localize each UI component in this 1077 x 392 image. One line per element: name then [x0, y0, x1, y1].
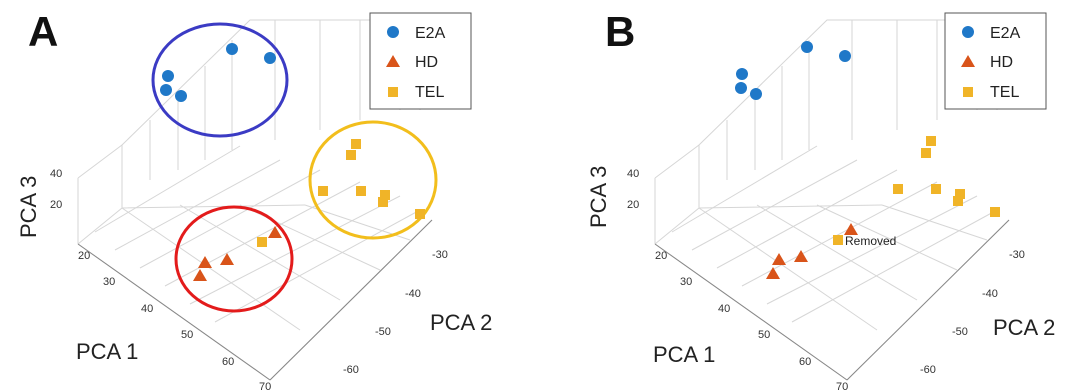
point-tel — [990, 207, 1000, 217]
point-e2a — [226, 43, 238, 55]
y-tick: -50 — [375, 326, 391, 338]
panel-b-legend: E2A HD TEL — [944, 12, 1047, 110]
z-tick: 20 — [627, 199, 639, 211]
panel-b-ticks: 40 20 20 30 40 50 60 70 -30 -40 -50 -60 — [627, 168, 1025, 392]
panel-b-grid — [654, 19, 1010, 381]
legend-label: TEL — [990, 84, 1019, 101]
panel-b: Removed 40 20 20 30 40 50 60 70 -30 -40 … — [586, 8, 1055, 392]
x-axis-label: PCA 1 — [76, 339, 138, 364]
point-tel — [257, 237, 267, 247]
legend-marker-hd — [386, 55, 400, 67]
x-tick: 40 — [141, 303, 153, 315]
point-e2a — [736, 68, 748, 80]
point-hd — [794, 250, 808, 262]
x-tick: 30 — [103, 276, 115, 288]
y-tick: -30 — [432, 249, 448, 261]
removed-annotation: Removed — [845, 234, 896, 248]
y-axis-label: PCA 2 — [430, 310, 492, 335]
x-tick: 60 — [799, 356, 811, 368]
point-tel — [415, 209, 425, 219]
z-tick: 20 — [50, 199, 62, 211]
point-tel — [378, 197, 388, 207]
panel-a: 40 20 20 30 40 50 60 70 -30 -40 -50 -60 … — [16, 8, 492, 392]
y-tick: -40 — [405, 288, 421, 300]
point-tel — [955, 189, 965, 199]
x-tick: 40 — [718, 303, 730, 315]
legend-label: HD — [990, 54, 1013, 71]
y-axis-label: PCA 2 — [993, 315, 1055, 340]
panel-a-cluster-ellipses — [151, 22, 438, 313]
x-tick: 30 — [680, 276, 692, 288]
point-tel — [931, 184, 941, 194]
point-tel — [356, 186, 366, 196]
legend-box — [944, 12, 1047, 110]
x-tick: 20 — [655, 250, 667, 262]
point-e2a — [160, 84, 172, 96]
z-tick: 40 — [50, 168, 62, 180]
y-tick: -50 — [952, 326, 968, 338]
legend-label: HD — [415, 54, 438, 71]
point-hd — [268, 226, 282, 238]
panel-a-points — [160, 43, 425, 281]
point-e2a — [839, 50, 851, 62]
point-hd — [766, 267, 780, 279]
x-tick: 70 — [259, 381, 271, 392]
ellipse-hd — [174, 205, 294, 313]
legend-label: TEL — [415, 84, 444, 101]
point-hd — [844, 223, 858, 235]
point-tel — [318, 186, 328, 196]
z-axis-label: PCA 3 — [16, 176, 41, 238]
legend-marker-e2a — [387, 26, 399, 38]
point-hd — [198, 256, 212, 268]
legend-marker-e2a — [962, 26, 974, 38]
x-tick: 60 — [222, 356, 234, 368]
point-hd — [193, 269, 207, 281]
z-axis-label: PCA 3 — [586, 166, 611, 228]
point-hd — [220, 253, 234, 265]
point-tel — [351, 139, 361, 149]
point-e2a — [750, 88, 762, 100]
point-e2a — [162, 70, 174, 82]
y-tick: -60 — [920, 364, 936, 376]
legend-marker-tel — [388, 87, 398, 97]
point-tel — [380, 190, 390, 200]
x-tick: 70 — [836, 381, 848, 392]
z-tick: 40 — [627, 168, 639, 180]
legend-box — [369, 12, 472, 110]
panel-label: B — [605, 8, 635, 55]
panel-b-points — [735, 41, 1000, 279]
legend-marker-tel — [963, 87, 973, 97]
panel-a-legend: E2A HD TEL — [369, 12, 472, 110]
point-tel-removed — [833, 235, 843, 245]
point-hd — [772, 253, 786, 265]
y-tick: -30 — [1009, 249, 1025, 261]
point-tel — [893, 184, 903, 194]
point-tel — [921, 148, 931, 158]
point-e2a — [264, 52, 276, 64]
legend-marker-hd — [961, 55, 975, 67]
point-tel — [346, 150, 356, 160]
point-e2a — [175, 90, 187, 102]
y-tick: -60 — [343, 364, 359, 376]
point-tel — [926, 136, 936, 146]
point-tel — [953, 196, 963, 206]
x-tick: 20 — [78, 250, 90, 262]
y-tick: -40 — [982, 288, 998, 300]
ellipse-e2a — [151, 22, 289, 138]
x-tick: 50 — [181, 329, 193, 341]
legend-label: E2A — [990, 25, 1021, 42]
panel-a-ticks: 40 20 20 30 40 50 60 70 -30 -40 -50 -60 — [50, 168, 448, 392]
panel-label: A — [28, 8, 58, 55]
point-e2a — [801, 41, 813, 53]
point-e2a — [735, 82, 747, 94]
x-tick: 50 — [758, 329, 770, 341]
ellipse-tel — [308, 120, 438, 240]
legend-label: E2A — [415, 25, 446, 42]
x-axis-label: PCA 1 — [653, 342, 715, 367]
